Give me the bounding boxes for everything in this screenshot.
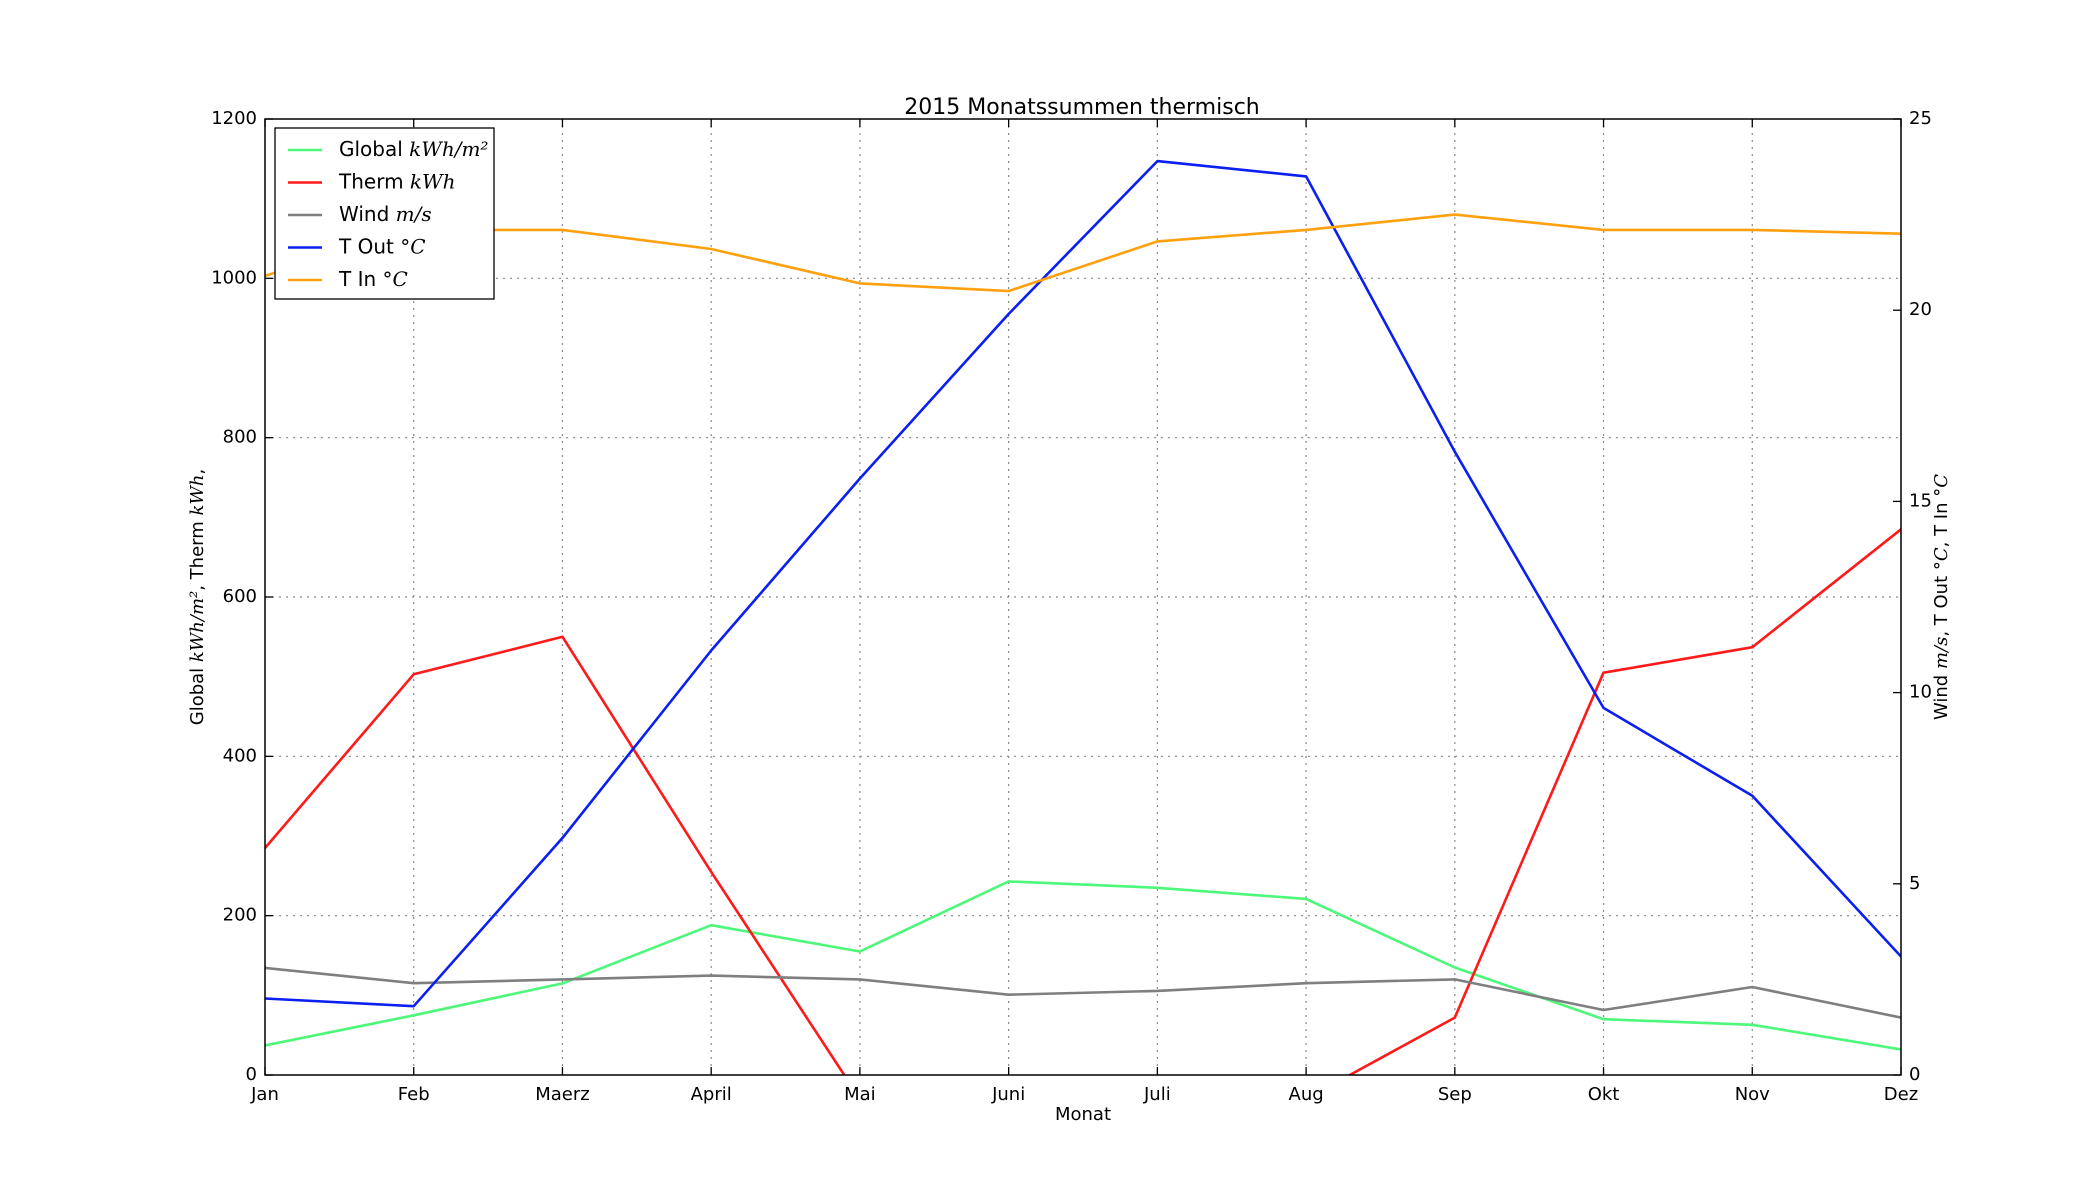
x-tick-label: Feb [398, 1084, 430, 1105]
legend-label-name: Global [339, 137, 409, 161]
y-right-title-part2: , T Out [1931, 570, 1952, 637]
chart-title: 2015 Monatssummen thermisch [904, 95, 1259, 120]
y-right-tick-label: 0 [1909, 1064, 1920, 1085]
legend-label-name: Therm [338, 169, 410, 193]
x-tick-label: Maerz [535, 1084, 589, 1105]
legend-label-unit: °C [383, 267, 408, 291]
y-right-title-unit1: m/s [1931, 637, 1952, 669]
legend-label: T In °C [338, 267, 408, 291]
y-left-title-unit1: kWh/m² [187, 591, 208, 662]
y-left-tick-label: 0 [246, 1064, 257, 1085]
x-tick-label: Nov [1735, 1084, 1770, 1105]
series-lines [265, 159, 1901, 1075]
x-tick-label: Dez [1884, 1084, 1918, 1105]
legend-label-name: T Out [338, 234, 400, 258]
grid [265, 119, 1901, 1075]
legend-label: Wind m/s [339, 202, 432, 226]
series-line [265, 159, 1901, 1008]
series-line [265, 880, 1901, 1051]
legend-label-name: Wind [339, 202, 396, 226]
x-tick-label: Sep [1438, 1084, 1472, 1105]
y-right-tick-label: 5 [1909, 873, 1920, 894]
legend-label-unit: °C [400, 234, 425, 258]
y-right-tick-label: 15 [1909, 490, 1932, 511]
y-right-axis-title: Wind m/s, T Out °C, T In °C [1931, 474, 1952, 720]
axis-ticks: Jan Feb Maerz April Mai Juni Juli Aug Sep Okt Nov D… [211, 108, 1932, 1105]
y-right-title-unit2: °C [1931, 547, 1952, 570]
y-left-tick-label: 1200 [211, 108, 257, 129]
y-left-tick-label: 600 [223, 586, 257, 607]
legend-label-unit: m/s [396, 202, 432, 226]
legend-label: T Out °C [338, 234, 426, 258]
legend-label-name: T In [338, 267, 383, 291]
legend-label: Therm kWh [338, 169, 455, 193]
y-left-title-unit2: kWh [187, 474, 208, 515]
y-right-title-part1: Wind [1931, 669, 1952, 720]
y-left-title-part1: Global [187, 662, 208, 725]
x-tick-label: Mai [844, 1084, 876, 1105]
y-right-tick-label: 20 [1909, 299, 1932, 320]
legend-label-unit: kWh [410, 169, 456, 193]
y-left-title-part3: , [187, 469, 208, 475]
y-left-tick-label: 1000 [211, 267, 257, 288]
legend-box [274, 127, 495, 300]
x-tick-label: Juli [1143, 1084, 1171, 1105]
y-left-tick-label: 200 [223, 905, 257, 926]
x-tick-label: Jan [250, 1084, 279, 1105]
y-right-title-part3: , T In [1931, 497, 1952, 548]
series-line [265, 966, 1901, 1019]
x-tick-label: April [691, 1084, 732, 1105]
y-left-axis-title: Global kWh/m², Therm kWh, [187, 469, 208, 726]
y-left-title-part2: , Therm [187, 515, 208, 590]
y-left-tick-label: 800 [223, 427, 257, 448]
legend-label-unit: kWh/m² [409, 137, 488, 161]
y-right-tick-label: 10 [1909, 682, 1932, 703]
x-tick-label: Aug [1289, 1084, 1324, 1105]
y-right-tick-label: 25 [1909, 108, 1932, 129]
x-tick-label: Okt [1588, 1084, 1620, 1105]
series-line [265, 213, 1901, 293]
y-right-title-unit3: °C [1931, 474, 1952, 497]
legend-label: Global kWh/m² [339, 137, 488, 161]
series-line [265, 527, 1901, 1075]
y-left-tick-label: 400 [223, 745, 257, 766]
x-axis-title: Monat [1055, 1104, 1111, 1125]
x-tick-label: Juni [991, 1084, 1025, 1105]
